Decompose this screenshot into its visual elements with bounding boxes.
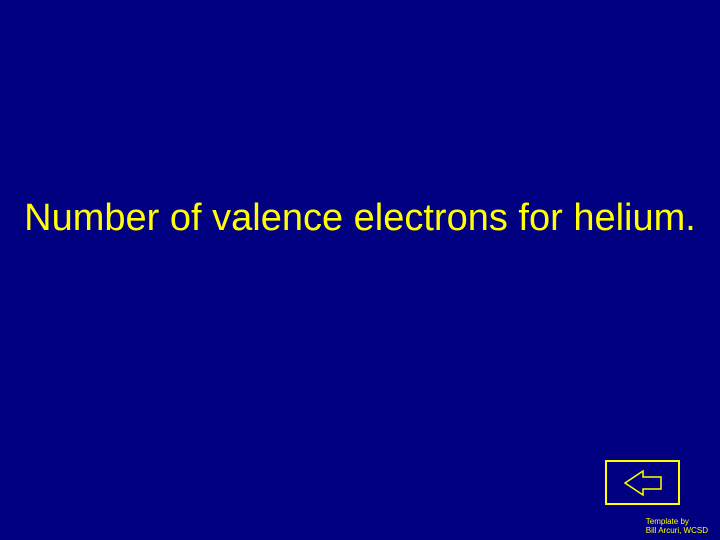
credit-line-1: Template by	[646, 517, 708, 527]
back-arrow-icon	[623, 469, 663, 497]
credit-line-2: Bill Arcuri, WCSD	[646, 526, 708, 536]
back-button[interactable]	[605, 460, 680, 505]
template-credit: Template by Bill Arcuri, WCSD	[646, 517, 708, 536]
question-text: Number of valence electrons for helium.	[0, 195, 720, 243]
jeopardy-slide: Number of valence electrons for helium. …	[0, 0, 720, 540]
